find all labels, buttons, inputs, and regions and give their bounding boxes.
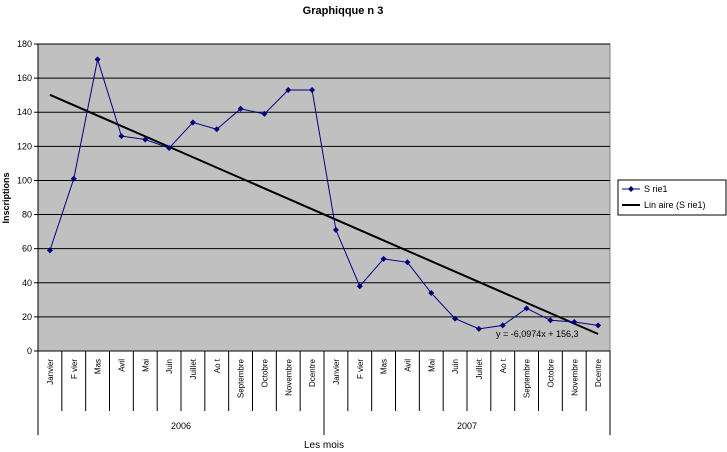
plot-area (37, 43, 611, 352)
data-point (213, 126, 220, 133)
series-layer (46, 56, 602, 332)
x-tick-label: Novembre (284, 358, 293, 395)
x-tick-label: Ao t (499, 358, 508, 373)
x-axis: Janvier F vier Mas Avil Mai Juin Juillet Ao t Se… (37, 350, 611, 435)
y-tick-label: 180 (17, 39, 32, 49)
y-tick-label: 40 (22, 278, 32, 288)
data-point (428, 290, 435, 297)
data-point (475, 325, 482, 332)
data-point (94, 56, 101, 63)
y-axis: 0 20 40 60 80 100 120 140 160 180 (17, 39, 39, 433)
x-tick-label: Mai (427, 359, 436, 372)
legend-trendline-label: Lin aire (S rie1) (644, 200, 706, 210)
x-tick-label: Septembre (237, 358, 246, 398)
legend-series-marker-icon (628, 186, 634, 192)
x-tick-label: Juillet (189, 358, 198, 379)
x-tick-label: Janvier (46, 359, 55, 385)
y-tick-label: 20 (22, 312, 32, 322)
trendline-equation: y = -6,0974x + 156,3 (496, 329, 579, 339)
x-tick-label: Ao t (213, 358, 222, 373)
x-tick-label: Dcentre (594, 358, 603, 387)
y-axis-title: Inscriptions (1, 172, 11, 223)
x-tick-label: Dcentre (308, 358, 317, 387)
data-point (571, 319, 578, 326)
x-tick-label: Novembre (570, 358, 579, 395)
y-tick-label: 120 (17, 141, 32, 151)
x-tick-label: F vier (356, 359, 365, 379)
data-point (356, 283, 363, 290)
x-tick-label: Janvier (332, 359, 341, 385)
y-tick-label: 140 (17, 107, 32, 117)
y-tick-label: 60 (22, 244, 32, 254)
y-tick-label: 160 (17, 73, 32, 83)
x-tick-label: Juillet (475, 358, 484, 379)
x-tick-label: Septembre (523, 358, 532, 398)
x-axis-title: Les mois (304, 440, 344, 451)
group-label: 2007 (457, 421, 477, 431)
series-line (49, 59, 599, 330)
legend: S rie1 Lin aire (S rie1) (617, 179, 727, 216)
x-tick-label: Octobre (546, 358, 555, 387)
x-tick-label: Avil (117, 359, 126, 372)
data-point (118, 133, 125, 140)
data-point (309, 87, 316, 94)
x-tick-label: F vier (70, 359, 79, 379)
x-tick-label: Juin (165, 359, 174, 374)
x-tick-label: Mas (94, 359, 103, 374)
y-tick-label: 80 (22, 210, 32, 220)
x-tick-label: Mai (141, 359, 150, 372)
data-point (237, 105, 244, 112)
x-tick-label: Avil (403, 359, 412, 372)
data-point (523, 305, 530, 312)
chart-title: Graphiqque n 3 (303, 5, 384, 17)
data-point (261, 110, 268, 117)
data-point (189, 119, 196, 126)
data-point (70, 175, 77, 182)
trendline-layer (49, 93, 599, 335)
trendline (49, 93, 599, 335)
data-point (404, 259, 411, 266)
group-label: 2006 (171, 421, 191, 431)
data-point (595, 322, 602, 329)
data-point (547, 317, 554, 324)
data-point (142, 136, 149, 143)
legend-series-label: S rie1 (644, 184, 668, 194)
gridlines (38, 43, 610, 318)
data-point (46, 247, 53, 254)
data-point (332, 226, 339, 233)
data-point (166, 145, 173, 152)
y-tick-label: 100 (17, 175, 32, 185)
x-tick-label: Juin (451, 359, 460, 374)
legend-box (617, 179, 727, 216)
data-point (285, 87, 292, 94)
x-tick-label: Mas (380, 359, 389, 374)
data-point (499, 322, 506, 329)
x-tick-label: Octobre (260, 358, 269, 387)
data-point (380, 255, 387, 262)
y-tick-label: 0 (27, 346, 32, 356)
data-point (452, 315, 459, 322)
